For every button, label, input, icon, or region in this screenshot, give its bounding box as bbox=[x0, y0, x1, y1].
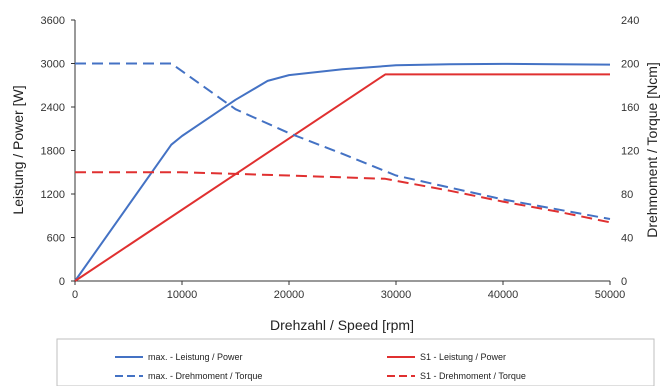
left-y-tick-labels: 0 600 1200 1800 2400 3000 3600 bbox=[41, 15, 75, 288]
series-line-3 bbox=[75, 62, 611, 220]
series-line-2 bbox=[74, 73, 610, 282]
left-y-tick-label: 600 bbox=[47, 233, 65, 245]
right-y-tick-label: 80 bbox=[621, 189, 633, 201]
right-y-tick-label: 120 bbox=[621, 146, 639, 158]
x-tick-label: 50000 bbox=[595, 289, 626, 301]
plot-area bbox=[74, 20, 610, 282]
left-y-tick-label: 2400 bbox=[41, 102, 65, 114]
series-line-4 bbox=[75, 171, 611, 224]
right-y-tick-labels: 0 40 80 120 160 200 240 bbox=[621, 15, 639, 288]
left-y-tick-label: 1800 bbox=[41, 146, 65, 158]
legend-entry-2: S1 - Leistung / Power bbox=[420, 352, 506, 362]
left-y-axis-label: Leistung / Power [W] bbox=[10, 85, 26, 214]
x-axis-label: Drehzahl / Speed [rpm] bbox=[270, 317, 414, 333]
left-y-tick-label: 1200 bbox=[41, 189, 65, 201]
legend-entry-3: max. - Drehmoment / Torque bbox=[148, 371, 262, 381]
legend-box bbox=[56, 338, 655, 386]
series-layer bbox=[74, 62, 611, 282]
legend-entry-1: max. - Leistung / Power bbox=[148, 352, 243, 362]
right-y-tick-label: 40 bbox=[621, 233, 633, 245]
left-y-tick-label: 0 bbox=[59, 276, 65, 288]
right-y-tick-label: 200 bbox=[621, 59, 639, 71]
x-tick-label: 0 bbox=[72, 289, 78, 301]
right-y-tick-label: 0 bbox=[621, 276, 627, 288]
x-tick-label: 20000 bbox=[274, 289, 305, 301]
left-y-tick-label: 3600 bbox=[41, 15, 65, 27]
series-line-1 bbox=[74, 62, 611, 282]
left-y-tick-label: 3000 bbox=[41, 59, 65, 71]
legend-entry-4: S1 - Drehmoment / Torque bbox=[420, 371, 526, 381]
right-y-axis-label: Drehmoment / Torque [Ncm] bbox=[644, 62, 660, 238]
x-tick-label: 30000 bbox=[381, 289, 412, 301]
x-tick-label: 10000 bbox=[167, 289, 198, 301]
x-tick-label: 40000 bbox=[488, 289, 519, 301]
right-y-tick-label: 240 bbox=[621, 15, 639, 27]
x-tick-labels: 0 10000 20000 30000 40000 50000 bbox=[72, 281, 625, 301]
right-y-tick-label: 160 bbox=[621, 102, 639, 114]
legend: max. - Leistung / Power S1 - Leistung / P… bbox=[56, 338, 655, 386]
